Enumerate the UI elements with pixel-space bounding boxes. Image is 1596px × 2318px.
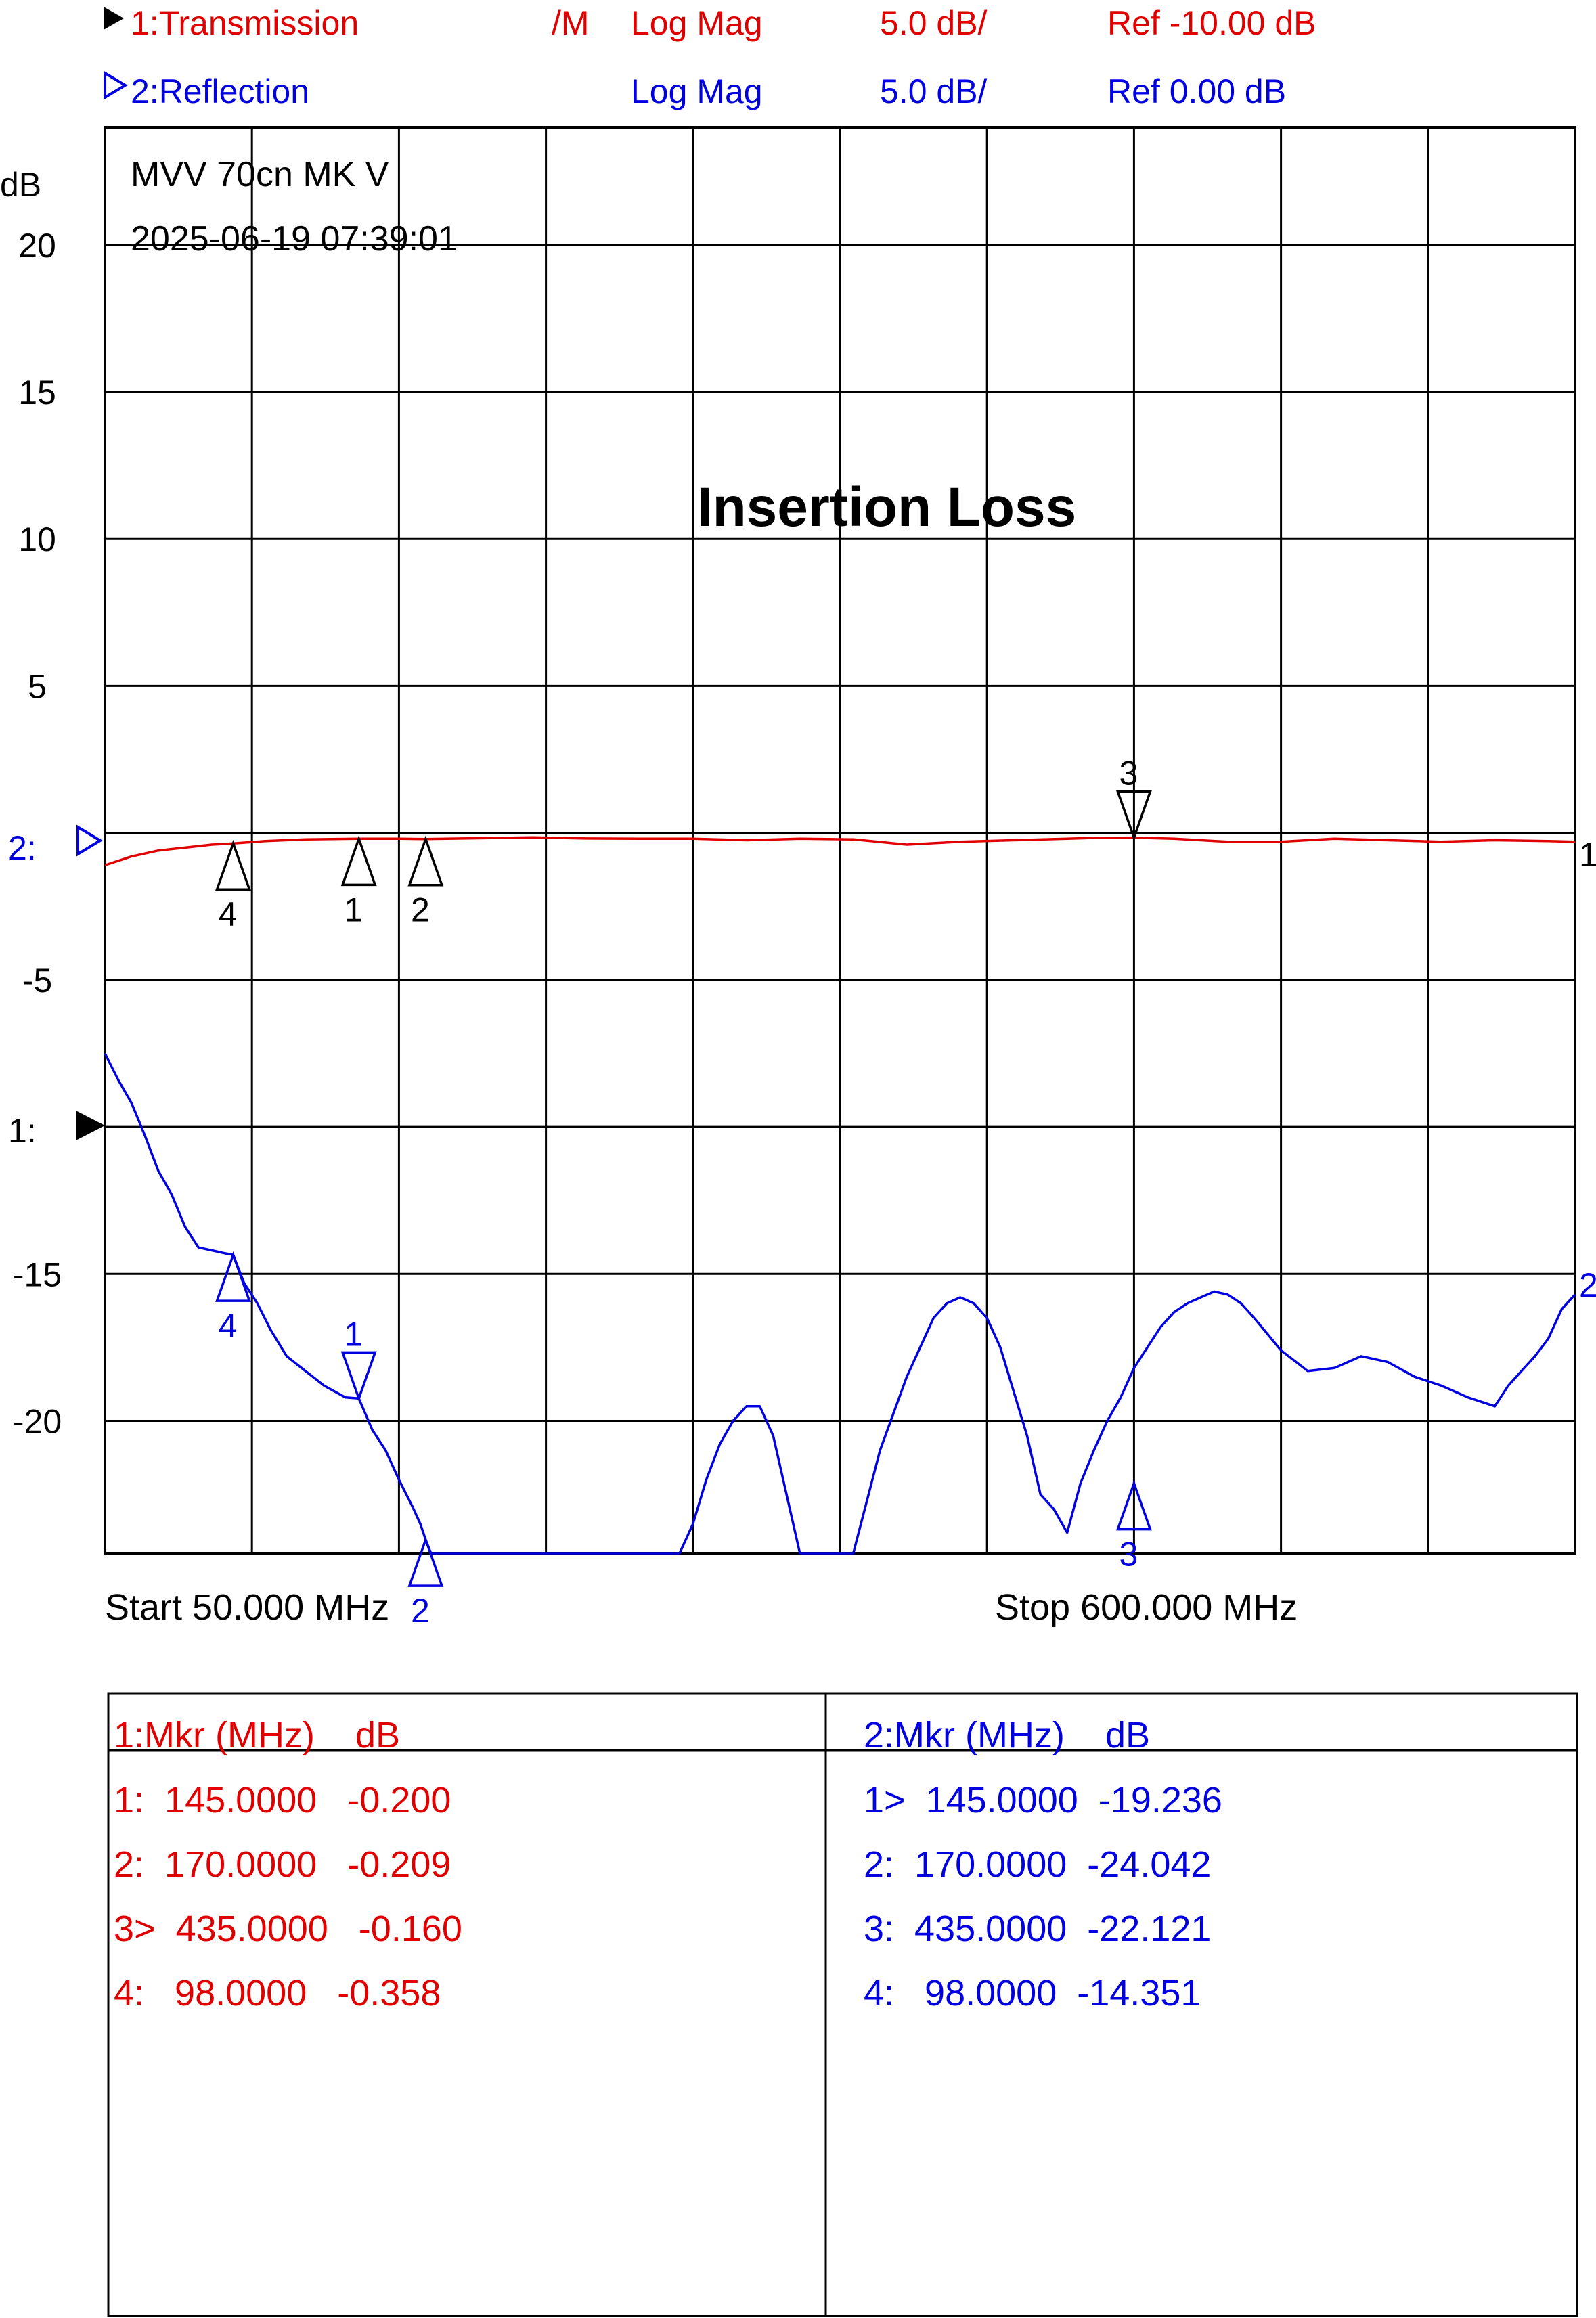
trace2-marker-1[interactable]: 1 (340, 1315, 377, 1402)
y-axis-label: dB (0, 166, 41, 204)
y-tick-labels: 20 15 10 5 -5 -15 -20 (13, 227, 62, 1441)
trace1-name[interactable]: 1:Transmission (131, 4, 359, 42)
y-tick-label: 15 (18, 374, 56, 411)
trace2-indicator-icon (104, 70, 128, 100)
marker-table-trace2-row: 2: 170.0000 -24.042 (864, 1844, 1211, 1885)
marker-table-header-trace1: 1:Mkr (MHz) dB (114, 1715, 400, 1756)
marker-table-trace1-row: 2: 170.0000 -0.209 (114, 1844, 451, 1885)
trace2-marker-3[interactable]: 3 (1115, 1479, 1152, 1574)
trace1-marker-4[interactable]: 4 (215, 839, 252, 933)
trace1-marker-2-label: 2 (411, 891, 430, 929)
y-tick-label: 10 (18, 520, 56, 558)
marker-table-trace2-row: 3: 435.0000 -22.121 (864, 1909, 1211, 1949)
start-frequency-label: Start 50.000 MHz (105, 1587, 389, 1628)
traces (104, 836, 1576, 1555)
trace1-marker-3-icon (1115, 790, 1152, 841)
trace2-scale[interactable]: 5.0 dB/ (880, 72, 988, 110)
trace1-ref[interactable]: Ref -10.00 dB (1107, 4, 1316, 42)
trace2-marker-4[interactable]: 4 (215, 1251, 252, 1345)
markers: 1 2 3 4 1 2 3 4 (215, 755, 1152, 1630)
trace2-name[interactable]: 2:Reflection (131, 72, 309, 110)
marker-table-trace2-row: 1> 145.0000 -19.236 (864, 1780, 1222, 1821)
trace2-end-label: 2 (1579, 1266, 1596, 1304)
trace1-marker-3-label: 3 (1119, 755, 1138, 793)
trace1-marker-2[interactable]: 2 (407, 835, 444, 929)
marker-table (107, 1692, 1578, 2317)
trace1-marker-4-label: 4 (219, 895, 238, 933)
trace1-ref-arrow-icon[interactable] (76, 1111, 105, 1140)
trace-1-line[interactable] (104, 836, 1576, 867)
trace2-marker-1-icon (340, 1351, 377, 1402)
chart-title: Insertion Loss (697, 476, 1076, 538)
trace1-flag: /M (552, 4, 590, 42)
trace1-marker-4-icon (215, 839, 252, 891)
marker-table-trace1-row: 3> 435.0000 -0.160 (114, 1909, 462, 1949)
trace1-format[interactable]: Log Mag (631, 4, 763, 42)
y-tick-label: -15 (13, 1255, 62, 1293)
trace1-scale[interactable]: 5.0 dB/ (880, 4, 988, 42)
annotation-timestamp: 2025-06-19 07:39:01 (131, 219, 458, 259)
trace1-active-indicator-icon (104, 7, 124, 30)
trace2-marker-2-icon (407, 1536, 444, 1587)
trace2-marker-3-label: 3 (1119, 1536, 1138, 1574)
marker-table-trace2-row: 4: 98.0000 -14.351 (864, 1973, 1201, 2013)
plot-grid (104, 126, 1576, 1555)
annotation-device: MVV 70cn MK V (131, 155, 389, 194)
trace2-marker-4-icon (215, 1251, 252, 1302)
trace2-format[interactable]: Log Mag (631, 72, 763, 110)
trace1-end-label: 1 (1579, 836, 1596, 874)
trace1-marker-3[interactable]: 3 (1115, 755, 1152, 841)
trace1-marker-1-icon (340, 835, 377, 887)
marker-table-trace1-row: 1: 145.0000 -0.200 (114, 1780, 451, 1821)
trace2-marker-2-label: 2 (411, 1592, 430, 1630)
trace2-ref-label: 2: (8, 829, 37, 867)
y-tick-label: 20 (18, 227, 56, 265)
trace1-marker-2-icon (407, 835, 444, 887)
trace1-marker-1[interactable]: 1 (340, 835, 377, 929)
trace-2-line[interactable] (104, 1052, 1576, 1555)
trace1-marker-1-label: 1 (344, 891, 363, 929)
trace2-marker-1-label: 1 (344, 1315, 363, 1353)
trace2-marker-4-label: 4 (219, 1307, 238, 1345)
y-tick-label: -20 (13, 1403, 62, 1441)
stop-frequency-label: Stop 600.000 MHz (995, 1587, 1298, 1628)
trace1-ref-label: 1: (8, 1112, 37, 1150)
marker-table-header-trace2: 2:Mkr (MHz) dB (864, 1715, 1150, 1756)
marker-table-rows: 1: 145.0000 -0.200 2: 170.0000 -0.209 3> 4… (114, 1780, 1222, 2013)
trace2-marker-2[interactable]: 2 (407, 1536, 444, 1630)
y-tick-label: -5 (22, 962, 52, 1000)
marker-table-trace1-row: 4: 98.0000 -0.358 (114, 1973, 441, 2013)
trace2-ref[interactable]: Ref 0.00 dB (1107, 72, 1286, 110)
trace2-marker-3-icon (1115, 1479, 1152, 1531)
y-tick-label: 5 (28, 667, 47, 705)
trace2-ref-arrow-icon[interactable] (76, 824, 103, 857)
